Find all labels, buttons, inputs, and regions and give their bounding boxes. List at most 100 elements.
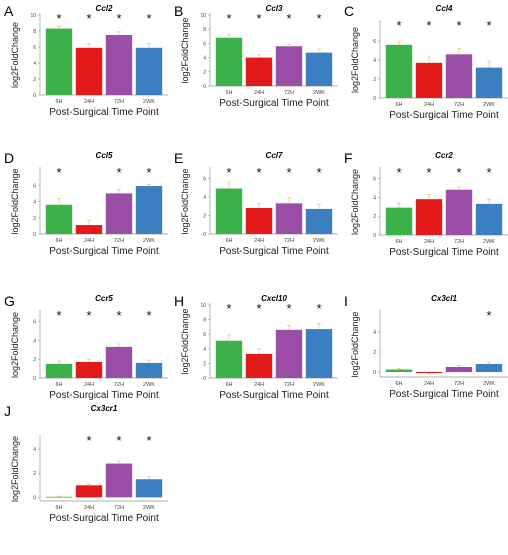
bar-2wk <box>135 479 163 498</box>
x-axis-label: Post-Surgical Time Point <box>219 98 329 109</box>
bar-72h <box>105 463 133 498</box>
bar-72h <box>275 203 303 234</box>
bar-72h <box>105 35 133 95</box>
significance-star: * <box>116 308 121 323</box>
y-tick-label: 4 <box>203 347 206 353</box>
y-tick-label: 2 <box>203 213 206 219</box>
x-tick-label: 72H <box>114 238 124 244</box>
y-tick-label: 10 <box>30 13 36 19</box>
x-tick-label: 2WK <box>143 382 155 388</box>
bar-24h <box>245 57 273 86</box>
y-tick-label: 0 <box>203 232 206 238</box>
x-tick-label: 2WK <box>143 505 155 511</box>
x-tick-label: 6H <box>55 505 62 511</box>
panel-letter: J <box>4 403 11 419</box>
panel-j: J Cx3cr1 log2FoldChange 0 2 4 6H * 24H * 72H * 2WK Po… <box>4 403 168 524</box>
x-tick-label: 6H <box>225 238 232 244</box>
bar-72h <box>275 329 303 378</box>
y-tick-label: 6 <box>203 332 206 338</box>
y-tick-label: 2 <box>373 350 376 356</box>
bar-72h <box>445 54 473 98</box>
bar-2wk <box>475 364 503 372</box>
y-tick-label: 0 <box>373 233 376 239</box>
y-tick-label: 0 <box>33 93 36 99</box>
bar-24h <box>245 208 273 234</box>
bar-72h <box>445 367 473 372</box>
bar-6h <box>215 340 243 378</box>
significance-star: * <box>486 165 491 180</box>
x-tick-label: 6H <box>225 90 232 96</box>
bar-2wk <box>135 47 163 95</box>
y-tick-label: 4 <box>33 338 36 344</box>
y-tick-label: 4 <box>373 195 376 201</box>
x-axis-label: Post-Surgical Time Point <box>49 390 159 401</box>
y-tick-label: 0 <box>33 376 36 382</box>
y-tick-label: 8 <box>203 318 206 324</box>
significance-star: * <box>56 308 61 323</box>
y-tick-label: 4 <box>33 447 36 453</box>
y-tick-label: 0 <box>373 370 376 376</box>
panel-letter: G <box>4 293 15 309</box>
y-tick-label: 4 <box>373 330 376 336</box>
y-tick-label: 4 <box>33 200 36 206</box>
y-tick-label: 6 <box>33 183 36 189</box>
significance-star: * <box>86 433 91 448</box>
bar-24h <box>415 372 443 373</box>
bar-6h <box>215 188 243 234</box>
significance-star: * <box>226 165 231 180</box>
y-tick-label: 0 <box>33 232 36 238</box>
y-tick-label: 6 <box>373 39 376 45</box>
x-tick-label: 72H <box>454 381 464 387</box>
bar-24h <box>75 485 103 498</box>
significance-star: * <box>426 165 431 180</box>
bar-2wk <box>135 186 163 234</box>
x-tick-label: 6H <box>395 381 402 387</box>
significance-star: * <box>146 11 151 26</box>
significance-star: * <box>426 18 431 33</box>
x-tick-label: 24H <box>254 238 264 244</box>
y-tick-label: 0 <box>33 495 36 501</box>
y-tick-label: 2 <box>33 471 36 477</box>
bar-2wk <box>305 329 333 378</box>
x-tick-label: 24H <box>84 238 94 244</box>
significance-star: * <box>56 165 61 180</box>
y-tick-label: 4 <box>33 61 36 67</box>
bar-24h <box>245 353 273 378</box>
x-axis-label: Post-Surgical Time Point <box>219 390 329 401</box>
bar-6h <box>385 369 413 372</box>
y-tick-label: 6 <box>373 176 376 182</box>
panel-title: Ccr2 <box>435 151 453 160</box>
y-tick-label: 10 <box>200 13 206 19</box>
y-tick-label: 6 <box>33 45 36 51</box>
y-axis-label: log2FoldChange <box>180 168 190 234</box>
x-tick-label: 72H <box>284 382 294 388</box>
x-tick-label: 24H <box>254 90 264 96</box>
x-tick-label: 6H <box>225 382 232 388</box>
x-tick-label: 72H <box>454 102 464 108</box>
x-tick-label: 72H <box>284 90 294 96</box>
panel-letter: C <box>344 3 354 19</box>
significance-star: * <box>86 11 91 26</box>
significance-star: * <box>146 433 151 448</box>
significance-star: * <box>396 18 401 33</box>
significance-star: * <box>486 308 491 323</box>
y-axis-label: log2FoldChange <box>350 27 360 93</box>
significance-star: * <box>146 165 151 180</box>
significance-star: * <box>456 165 461 180</box>
significance-star: * <box>56 11 61 26</box>
panel-letter: A <box>4 3 14 19</box>
panel-title: Ccl7 <box>266 151 283 160</box>
panel-title: Ccr5 <box>95 294 113 303</box>
x-tick-label: 2WK <box>483 239 495 245</box>
x-tick-label: 2WK <box>313 382 325 388</box>
y-tick-label: 0 <box>203 84 206 90</box>
y-tick-label: 2 <box>203 70 206 76</box>
panel-b: B Ccl3 log2FoldChange 0 2 4 6 8 10 * 6H * 24H * 72H * 2W… <box>174 3 338 109</box>
significance-star: * <box>116 11 121 26</box>
y-tick-label: 8 <box>203 27 206 33</box>
significance-star: * <box>226 301 231 316</box>
x-tick-label: 24H <box>424 239 434 245</box>
panel-title: Cxcl10 <box>261 294 287 303</box>
bar-6h <box>385 207 413 235</box>
